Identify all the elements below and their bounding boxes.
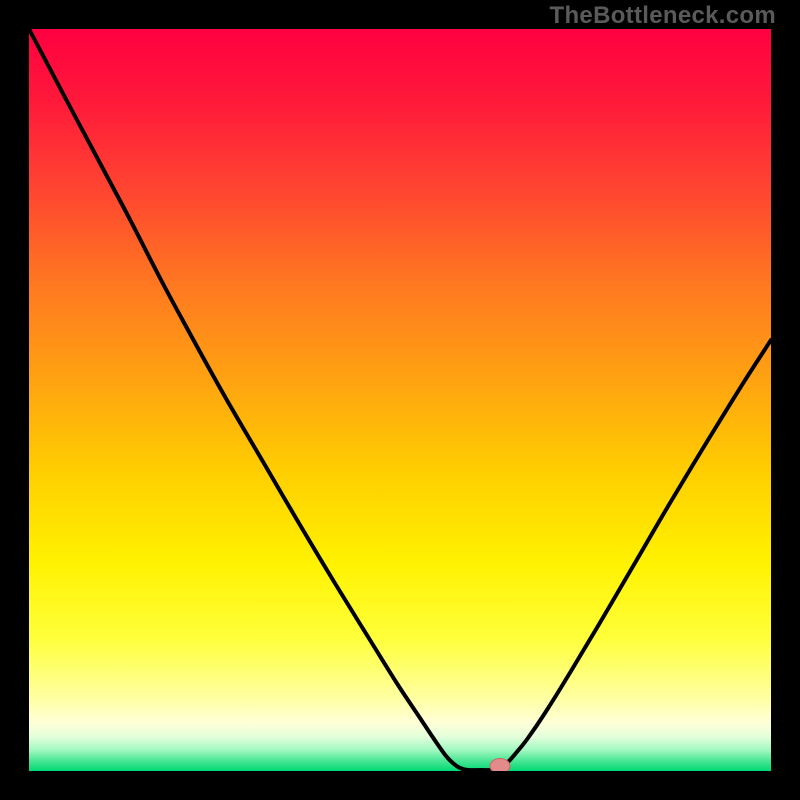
chart-frame: TheBottleneck.com bbox=[0, 0, 800, 800]
bottleneck-chart bbox=[0, 0, 800, 800]
plot-gradient-background bbox=[29, 29, 771, 771]
watermark-label: TheBottleneck.com bbox=[550, 2, 776, 30]
